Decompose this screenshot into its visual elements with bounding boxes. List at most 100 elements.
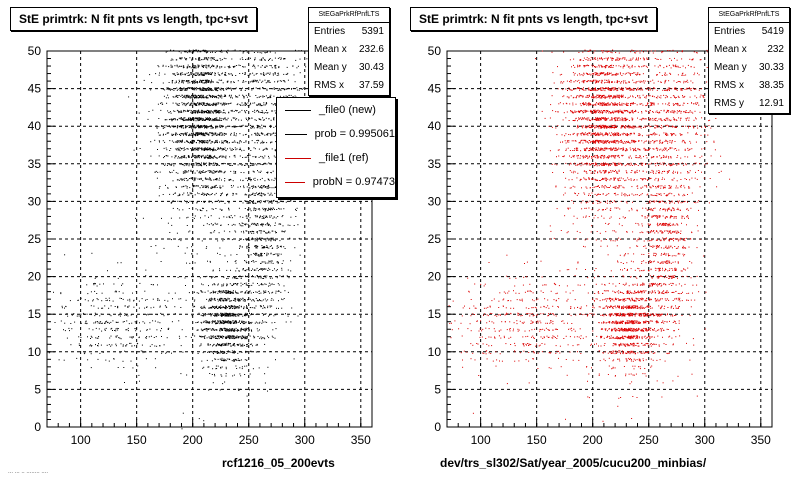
data-point — [262, 237, 263, 239]
data-point — [223, 323, 225, 325]
data-point — [225, 119, 227, 121]
data-point — [259, 275, 261, 277]
data-point — [263, 217, 265, 219]
data-point — [175, 141, 177, 142]
data-point — [180, 156, 182, 158]
data-point — [234, 322, 236, 324]
data-point — [270, 209, 272, 211]
data-point — [189, 82, 191, 84]
data-point — [264, 276, 266, 278]
data-point — [251, 185, 253, 187]
data-point — [99, 352, 101, 354]
data-point — [213, 344, 214, 346]
data-point — [233, 359, 235, 361]
data-point — [274, 313, 276, 315]
data-point — [278, 66, 280, 68]
data-point — [187, 179, 189, 181]
data-point — [252, 282, 254, 284]
data-point — [267, 172, 269, 174]
data-point — [218, 110, 220, 112]
data-point — [229, 315, 231, 317]
data-point — [264, 343, 266, 345]
data-point — [249, 177, 251, 179]
data-point — [278, 67, 280, 69]
data-point — [246, 119, 248, 120]
data-point — [198, 109, 200, 111]
data-point — [134, 321, 136, 323]
data-point — [220, 89, 222, 91]
data-point — [259, 194, 261, 196]
data-point — [224, 343, 226, 345]
data-point — [186, 187, 188, 189]
data-point — [170, 148, 172, 149]
data-point — [205, 88, 207, 90]
data-point — [70, 344, 72, 346]
data-point — [233, 88, 235, 90]
data-point — [224, 104, 225, 106]
data-point — [265, 112, 267, 113]
data-point — [179, 157, 180, 159]
data-point — [260, 232, 262, 234]
data-point — [214, 109, 216, 111]
data-point — [248, 315, 250, 317]
data-point — [285, 313, 286, 315]
data-point — [203, 147, 205, 149]
data-point — [209, 112, 211, 113]
data-point — [260, 73, 262, 75]
data-point — [178, 51, 180, 53]
data-point — [115, 328, 117, 330]
data-point — [206, 58, 208, 60]
data-point — [228, 337, 230, 339]
data-point — [279, 208, 281, 210]
data-point — [169, 193, 171, 195]
data-point — [238, 142, 240, 144]
data-point — [176, 142, 178, 144]
data-point — [215, 337, 216, 339]
data-point — [214, 118, 216, 120]
data-point — [254, 79, 256, 81]
data-point — [262, 307, 264, 309]
data-point — [209, 119, 211, 121]
data-point — [274, 65, 276, 66]
data-point — [157, 132, 159, 134]
data-point — [198, 147, 200, 149]
data-point — [191, 125, 193, 127]
data-point — [264, 201, 266, 203]
data-point — [158, 155, 160, 157]
data-point — [182, 120, 184, 122]
data-point — [167, 132, 169, 134]
data-point — [229, 300, 230, 302]
data-point — [183, 102, 185, 104]
data-point — [217, 119, 219, 121]
data-point — [255, 186, 257, 188]
data-point — [189, 51, 191, 53]
data-point — [66, 337, 68, 339]
data-point — [269, 65, 271, 66]
data-point — [164, 89, 166, 91]
data-point — [235, 327, 237, 329]
data-point — [214, 222, 216, 224]
data-point — [217, 352, 219, 354]
data-point — [205, 73, 207, 75]
data-point — [225, 298, 227, 300]
data-point — [220, 359, 222, 361]
data-point — [212, 133, 214, 135]
data-point — [116, 335, 118, 337]
data-point — [204, 315, 206, 317]
data-point — [283, 298, 285, 299]
data-point — [235, 290, 236, 292]
data-point — [262, 299, 264, 301]
data-point — [199, 164, 201, 166]
data-point — [230, 149, 232, 151]
data-point — [168, 82, 170, 83]
data-point — [194, 75, 196, 76]
data-point — [217, 126, 219, 127]
data-point — [251, 261, 253, 262]
data-point — [238, 119, 240, 121]
data-point — [185, 119, 187, 121]
data-point — [194, 110, 196, 112]
data-point — [201, 72, 202, 74]
data-point — [287, 79, 289, 81]
data-point — [208, 104, 210, 106]
data-point — [206, 52, 208, 53]
